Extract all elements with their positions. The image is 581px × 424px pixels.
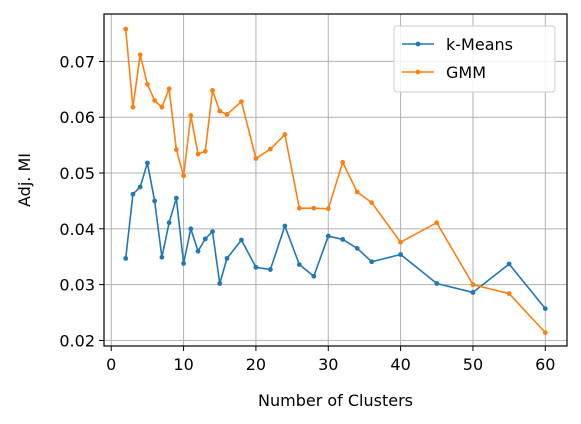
data-point (354, 245, 360, 251)
x-axis-label: Number of Clusters (258, 391, 413, 410)
data-point (202, 236, 208, 242)
y-tick-label: 0.07 (59, 52, 95, 71)
plot-frame (103, 13, 568, 347)
data-point (217, 108, 223, 114)
y-tick-label: 0.05 (59, 164, 95, 183)
data-point (542, 306, 548, 312)
data-point (542, 330, 548, 336)
data-point (173, 147, 179, 152)
data-point (181, 261, 186, 266)
series-layer (123, 26, 548, 336)
data-point (166, 86, 172, 92)
ticks: 0 10 20 30 40 50 60 0.02 0.03 0.04 0.05 0.06 0.07 (59, 52, 555, 374)
data-point (130, 104, 136, 110)
data-point (470, 290, 476, 295)
data-point (159, 254, 165, 260)
data-point (354, 189, 360, 195)
data-point (253, 156, 259, 161)
data-point (398, 239, 404, 245)
series-gmm (123, 26, 548, 336)
data-point (282, 132, 288, 137)
data-point (159, 104, 165, 110)
y-tick-label: 0.03 (59, 276, 95, 295)
series-kmeans (123, 160, 548, 312)
data-point (130, 191, 136, 197)
x-tick-label: 40 (390, 355, 410, 374)
legend-swatch-marker (415, 41, 421, 47)
y-tick-label: 0.02 (59, 331, 95, 350)
legend-label: k-Means (446, 35, 513, 54)
x-tick-label: 10 (173, 355, 193, 374)
data-point (145, 81, 150, 87)
y-axis-label: Adj. MI (15, 153, 34, 207)
x-tick-label: 50 (463, 355, 483, 374)
x-tick-label: 20 (246, 355, 266, 374)
data-point (152, 98, 158, 103)
data-point (325, 233, 331, 239)
data-point (239, 99, 244, 105)
data-point (224, 255, 230, 261)
y-tick-label: 0.06 (59, 108, 95, 127)
data-point (210, 88, 215, 93)
data-point (340, 237, 346, 242)
legend-label: GMM (446, 63, 486, 82)
data-point (296, 262, 302, 267)
data-point (195, 151, 201, 157)
data-point (267, 267, 273, 272)
data-point (282, 223, 288, 229)
data-point (398, 252, 404, 257)
data-point (224, 112, 230, 117)
data-point (137, 52, 143, 58)
data-point (188, 226, 194, 232)
data-point (137, 184, 143, 190)
x-tick-label: 60 (535, 355, 555, 374)
data-point (340, 160, 346, 165)
data-point (152, 198, 158, 204)
data-point (311, 273, 317, 279)
x-tick-label: 0 (106, 355, 116, 374)
data-point (311, 205, 317, 211)
data-point (267, 146, 273, 152)
legend-swatch-marker (415, 69, 421, 75)
data-point (173, 195, 179, 201)
data-point (166, 220, 172, 226)
data-point (369, 200, 375, 205)
data-point (217, 281, 223, 286)
legend: k-Means GMM (393, 25, 556, 93)
x-tick-label: 30 (318, 355, 338, 374)
data-point (470, 282, 476, 288)
data-point (195, 248, 201, 254)
data-point (202, 148, 208, 154)
data-point (506, 291, 512, 296)
data-point (506, 261, 512, 267)
data-point (123, 255, 129, 261)
data-point (296, 205, 302, 211)
data-point (210, 229, 215, 235)
data-point (239, 237, 244, 243)
data-point (123, 26, 129, 32)
data-point (325, 206, 331, 212)
data-point (434, 220, 440, 226)
data-point (181, 173, 186, 179)
legend-box (393, 25, 556, 93)
data-point (434, 281, 440, 286)
data-point (369, 259, 375, 265)
y-tick-label: 0.04 (59, 220, 95, 239)
data-point (188, 113, 194, 118)
series-line (124, 162, 546, 310)
data-point (145, 160, 150, 166)
data-point (253, 264, 259, 270)
